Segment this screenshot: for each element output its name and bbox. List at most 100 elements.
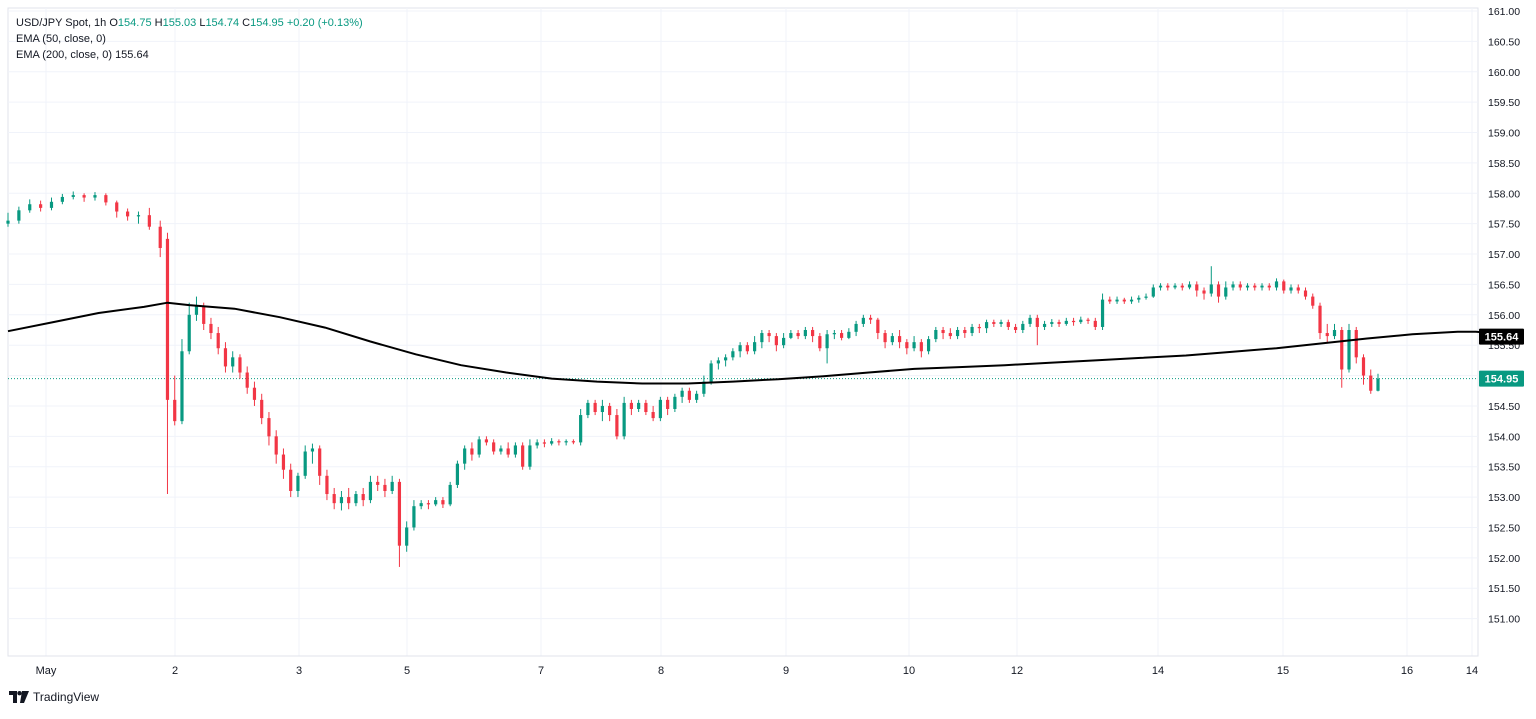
candle [513, 442, 518, 458]
y-tick-label: 156.00 [1488, 310, 1520, 322]
ema200-line [7, 301, 1498, 385]
candle-body [296, 475, 300, 491]
candle [832, 330, 836, 340]
candle-body [165, 238, 170, 400]
candle-body [963, 330, 967, 334]
candle-body [622, 402, 626, 437]
last-price-tag [1479, 370, 1524, 387]
candle [847, 328, 851, 340]
candle-body [361, 494, 365, 501]
candle-body [542, 442, 547, 444]
candle-body [811, 330, 815, 337]
legend-high-label: H [154, 17, 163, 29]
candle-body [593, 402, 597, 413]
candle-body [1311, 296, 1315, 306]
candle [1231, 281, 1235, 291]
candle [477, 436, 481, 458]
candle-body [782, 337, 786, 346]
candle-body [934, 330, 938, 340]
x-tick-label: 3 [296, 665, 302, 677]
plot-frame [7, 7, 1479, 657]
candle [339, 491, 344, 511]
candle-body [1347, 330, 1351, 370]
candle-body [448, 484, 452, 505]
candle-body [1071, 320, 1076, 323]
candle [238, 354, 242, 379]
candle [651, 405, 655, 422]
candle-body [745, 345, 749, 352]
candle-body [1057, 322, 1061, 324]
candle [535, 439, 539, 449]
candle [919, 339, 923, 358]
candle-body [6, 220, 10, 224]
candle-body [390, 481, 394, 491]
candle-body [839, 333, 844, 338]
candle [434, 497, 438, 507]
candle-body [709, 363, 713, 382]
candle [1187, 281, 1192, 290]
candle-body [1086, 319, 1090, 321]
candle [1245, 283, 1250, 291]
candle-body [1158, 285, 1163, 288]
candle-body [1115, 299, 1119, 302]
candle-body [376, 481, 380, 485]
candle [1296, 284, 1300, 294]
candle [796, 330, 800, 340]
candle-body [1296, 287, 1300, 291]
candle [1042, 320, 1047, 330]
candle-body [680, 390, 684, 397]
candle-body [354, 494, 358, 504]
y-tick-label: 152.50 [1488, 522, 1520, 534]
candle-body [803, 330, 807, 337]
candle-body [405, 527, 409, 546]
y-tick-label: 160.50 [1488, 36, 1520, 48]
candle-body [977, 326, 981, 329]
candle [695, 390, 699, 403]
candle [260, 393, 264, 425]
candle-body [695, 393, 699, 400]
candle-body [1006, 322, 1010, 327]
candle [542, 439, 547, 448]
candle [484, 436, 489, 446]
candle [868, 314, 873, 324]
y-tick-label: 151.50 [1488, 583, 1520, 595]
candle-body [1195, 284, 1199, 291]
candle [876, 317, 880, 340]
chart-legend: USD/JPY Spot, 1h O154.75 H155.03 L154.74… [16, 15, 363, 63]
candle [586, 399, 590, 419]
legend-low-value: 154.74 [205, 17, 240, 29]
legend-open-value: 154.75 [117, 17, 152, 29]
candle [318, 445, 322, 485]
candle-body [716, 360, 720, 364]
candle-body [332, 494, 336, 504]
legend-ema50-label: EMA (50, close, 0) [16, 33, 106, 45]
tradingview-logo[interactable]: TradingView [9, 690, 99, 704]
candle-body [147, 215, 151, 227]
candle-body [579, 415, 583, 443]
candle-body [209, 323, 213, 334]
candle-body [93, 195, 97, 198]
candle [1216, 281, 1221, 303]
candle-body [238, 357, 242, 373]
candle [173, 375, 177, 426]
candle [49, 197, 54, 211]
candle [6, 212, 10, 227]
y-tick-label: 160.00 [1488, 67, 1520, 79]
candle-body [1035, 317, 1039, 327]
candle-body [71, 195, 75, 197]
candle [1144, 293, 1148, 300]
candle [557, 439, 561, 446]
candle [564, 439, 568, 446]
legend-ema200-value: 155.64 [115, 49, 149, 61]
candle-body [1361, 357, 1366, 376]
legend-ema50-row[interactable]: EMA (50, close, 0) [16, 31, 363, 47]
candle [158, 220, 162, 258]
x-tick-label: 16 [1401, 665, 1413, 677]
candle [941, 326, 945, 340]
candle [738, 342, 742, 358]
candle [970, 323, 974, 337]
legend-ema200-row[interactable]: EMA (200, close, 0) 155.64 [16, 47, 363, 63]
candle-body [1376, 378, 1380, 391]
candle [332, 487, 336, 510]
